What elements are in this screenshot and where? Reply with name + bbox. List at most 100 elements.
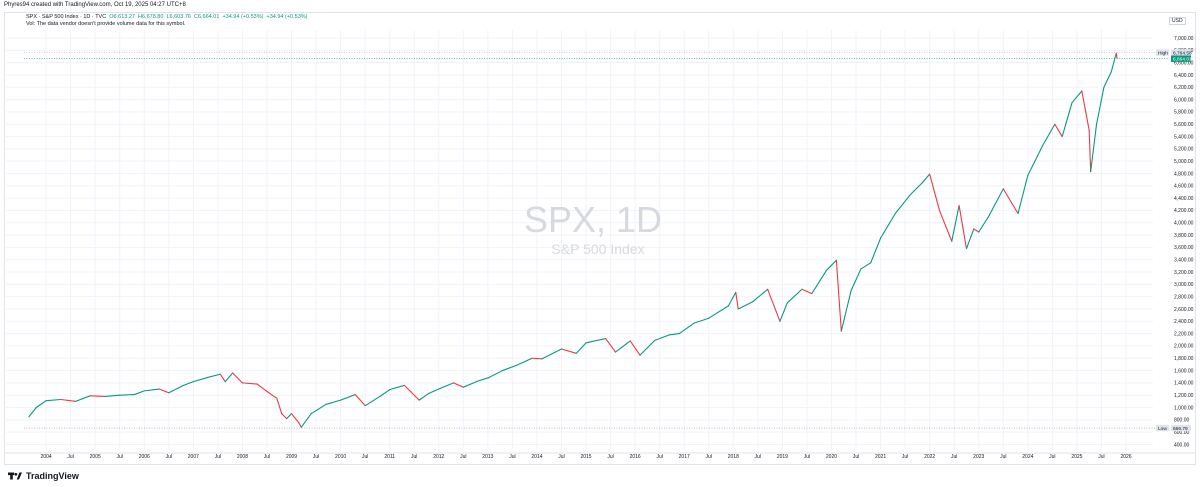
price-segment — [541, 348, 563, 360]
y-tick-label: 6,600.00 — [1174, 60, 1194, 66]
price-segment — [119, 394, 135, 396]
x-tick-label: 2016 — [630, 454, 641, 460]
x-tick-label: Jul — [853, 454, 859, 460]
price-segment — [929, 173, 941, 211]
price-segment — [1081, 90, 1090, 131]
y-tick-label: 1,600.00 — [1174, 368, 1194, 374]
x-tick-label: 2015 — [580, 454, 591, 460]
x-tick-label: Jul — [1098, 454, 1104, 460]
chart-frame — [4, 12, 1196, 465]
price-segment — [364, 395, 381, 407]
price-segment — [870, 237, 882, 264]
y-tick-label: 1,400.00 — [1174, 381, 1194, 387]
x-tick-label: 2005 — [90, 454, 101, 460]
x-tick-label: 2018 — [728, 454, 739, 460]
price-segment — [965, 228, 975, 250]
price-segment — [531, 357, 543, 360]
x-tick-label: Jul — [706, 454, 712, 460]
x-tick-label: Jul — [1000, 454, 1006, 460]
price-segment — [452, 382, 464, 388]
y-tick-label: 1,000.00 — [1174, 405, 1194, 411]
price-segment — [560, 348, 577, 354]
price-segment — [104, 394, 121, 397]
price-segment — [143, 388, 160, 392]
chart-legend: SPX · S&P 500 Index · 1D · TVC O6,613.27… — [26, 14, 307, 28]
y-tick-label: 5,400.00 — [1174, 134, 1194, 140]
price-segment — [639, 339, 656, 356]
price-segment — [133, 390, 145, 396]
price-segment — [310, 403, 327, 415]
price-segment — [614, 340, 631, 353]
legend-symbol[interactable]: SPX · S&P 500 Index · 1D · TVC — [26, 14, 107, 20]
price-segment — [978, 216, 990, 233]
y-tick-label: 2,200.00 — [1174, 331, 1194, 337]
chart-grid — [6, 30, 1153, 450]
x-tick-label: Jul — [411, 454, 417, 460]
price-segment — [708, 305, 729, 319]
y-tick-label: 800.00 — [1174, 418, 1190, 424]
price-segment — [605, 337, 617, 353]
price-segment — [300, 413, 312, 428]
low-value-tag — [1171, 424, 1191, 432]
price-segment — [767, 288, 781, 322]
price-segment — [585, 337, 607, 344]
price-segment — [1027, 145, 1044, 176]
y-tick-label: 5,000.00 — [1174, 159, 1194, 165]
footer-brand-text: TradingView — [26, 471, 79, 481]
y-tick-label: 2,000.00 — [1174, 344, 1194, 350]
currency-button[interactable]: USD — [1169, 17, 1186, 25]
price-segment — [1071, 90, 1083, 104]
x-tick-label: 2025 — [1071, 454, 1082, 460]
y-tick-label: 6,400.00 — [1174, 73, 1194, 79]
price-segment — [418, 392, 430, 401]
y-tick-label: 3,800.00 — [1174, 233, 1194, 239]
y-tick-label: 3,200.00 — [1174, 270, 1194, 276]
price-segment — [988, 188, 1004, 218]
y-tick-label: 3,600.00 — [1174, 245, 1194, 251]
x-tick-label: Jul — [264, 454, 270, 460]
price-segment — [1103, 71, 1112, 88]
legend-ohlc-line: SPX · S&P 500 Index · 1D · TVC O6,613.27… — [26, 14, 307, 21]
legend-low: L6,603.76 — [166, 14, 191, 20]
x-tick-label: Jul — [215, 454, 221, 460]
legend-close: C6,664.01 — [194, 14, 220, 20]
price-segment — [286, 413, 293, 420]
price-segment — [256, 383, 268, 393]
footer-branding: TradingView — [8, 468, 79, 484]
x-tick-label: Jul — [804, 454, 810, 460]
price-segment — [786, 288, 803, 304]
x-tick-label: Jul — [951, 454, 957, 460]
x-tick-label: 2011 — [384, 454, 395, 460]
last-price-label: 6,664.01 — [1173, 56, 1192, 62]
chart-watermark: SPX, 1D S&P 500 Index — [524, 199, 662, 257]
price-segment — [894, 194, 911, 215]
high-value-label: 6,764.58 — [1173, 50, 1192, 56]
price-segment — [958, 204, 968, 250]
x-tick-label: Jul — [558, 454, 564, 460]
x-tick-label: 2019 — [777, 454, 788, 460]
x-tick-label: Jul — [313, 454, 319, 460]
price-segment — [168, 384, 185, 394]
price-segment — [241, 382, 258, 385]
price-segment — [298, 422, 302, 428]
x-tick-label: Jul — [117, 454, 123, 460]
y-tick-label: 1,200.00 — [1174, 393, 1194, 399]
price-segment — [909, 182, 923, 196]
price-segment — [1088, 129, 1092, 173]
price-segment — [1090, 123, 1098, 173]
price-segment — [354, 394, 366, 407]
x-axis: 2004 Jul 2005 Jul 2006 Jul 2007 Jul 2008 Jul 2009 J… — [4, 452, 1196, 460]
x-tick-label: 2008 — [237, 454, 248, 460]
price-segment — [880, 212, 896, 239]
price-segment — [281, 413, 288, 420]
y-tick-label: 3,000.00 — [1174, 282, 1194, 288]
price-segment — [45, 398, 62, 402]
price-segment — [224, 372, 234, 383]
y-tick-label: 2,600.00 — [1174, 307, 1194, 313]
price-segment — [477, 377, 489, 382]
high-marker-label: High — [1158, 50, 1168, 56]
y-tick-label: 5,800.00 — [1174, 110, 1194, 116]
price-segment — [74, 395, 91, 402]
x-tick-label: Jul — [656, 454, 662, 460]
